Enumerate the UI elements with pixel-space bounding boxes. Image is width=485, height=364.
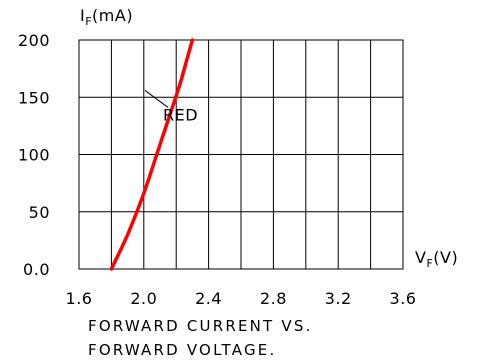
tick-labels: 0.0 50 100 150 200 1.6 2.0 2.4 2.8 3.2 3.6 [18, 31, 417, 308]
x-tick-label: 2.8 [260, 289, 287, 308]
x-tick-label: 2.4 [195, 289, 222, 308]
chart-subtitle: FORWARD VOLTAGE. [88, 341, 276, 359]
y-tick-label: 200 [18, 31, 50, 50]
plot-frame [78, 39, 404, 270]
y-tick-label: 50 [29, 203, 50, 222]
y-tick-label: 150 [18, 88, 50, 107]
series-layer [109, 38, 195, 271]
y-tick-label: 100 [18, 146, 50, 165]
chart-title: FORWARD CURRENT VS. [88, 317, 313, 335]
x-axis-label: VF(V) [415, 248, 458, 270]
x-tick-label: 3.6 [390, 289, 417, 308]
grid [79, 40, 403, 269]
annotations: RED [144, 90, 198, 124]
x-tick-label: 2.0 [130, 289, 157, 308]
y-tick-label: 0.0 [23, 260, 50, 279]
annotation-leader-line [144, 90, 169, 108]
x-tick-label: 1.6 [66, 289, 93, 308]
series-line-red [109, 38, 195, 271]
x-tick-label: 3.2 [325, 289, 352, 308]
y-axis-label: IF(mA) [80, 6, 133, 28]
series-annotation-label: RED [163, 105, 198, 124]
